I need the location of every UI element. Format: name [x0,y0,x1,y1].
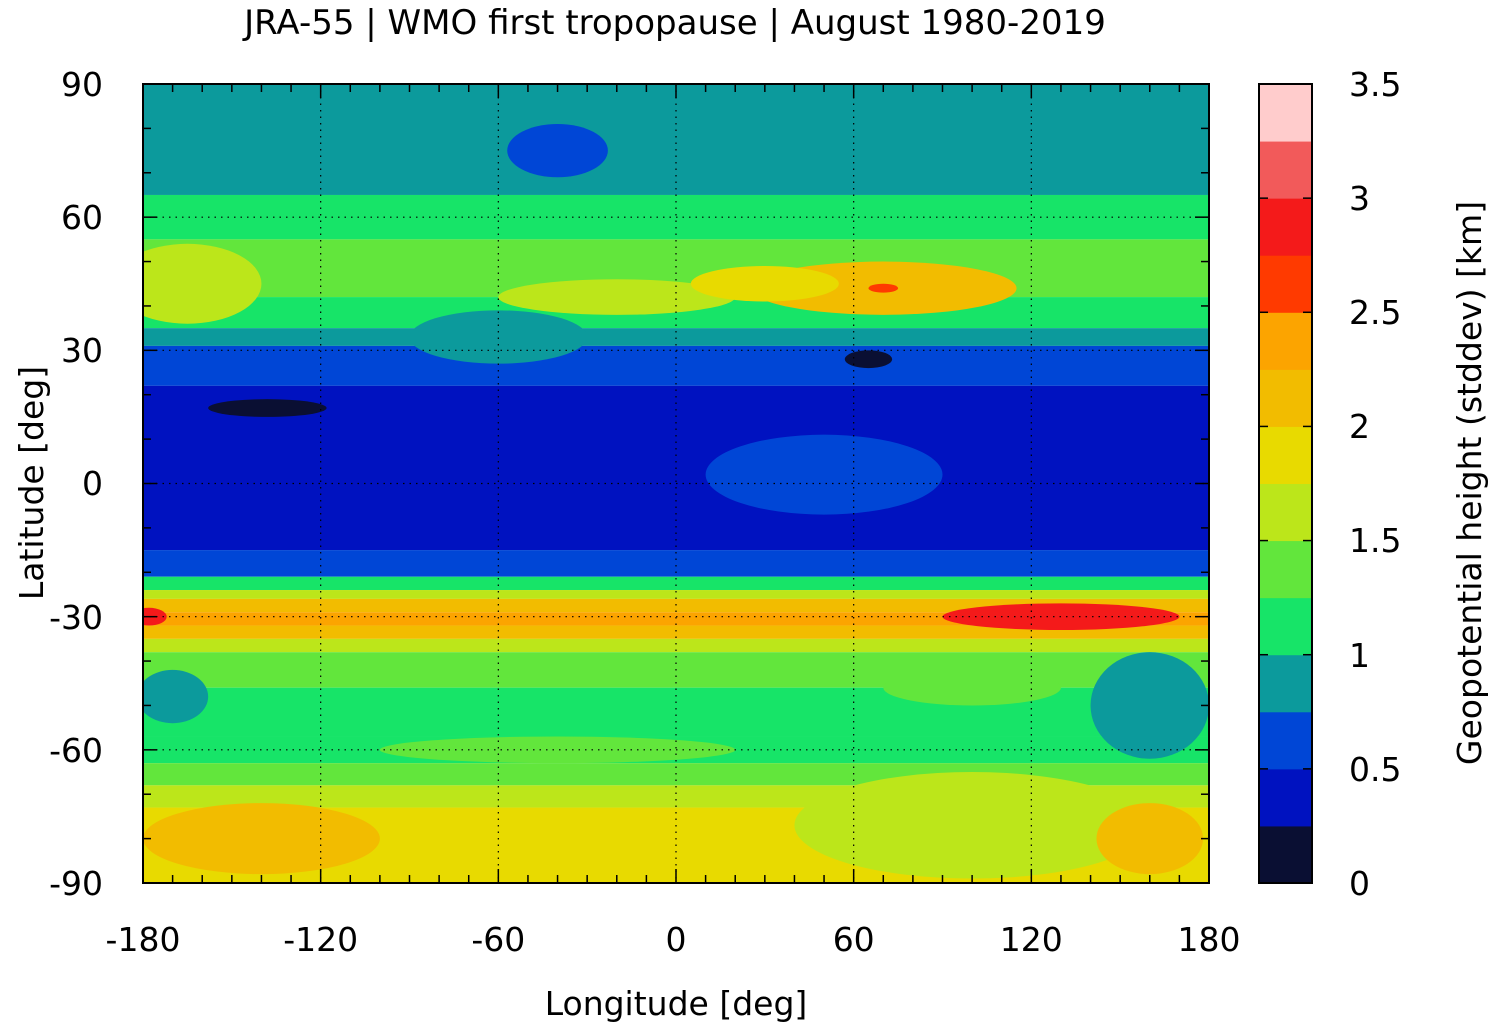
heatmap-feature [507,123,608,178]
heatmap-band [143,576,1209,591]
heatmap-feature [1096,803,1204,875]
heatmap-feature [409,310,588,364]
x-tick-label: -120 [283,920,358,959]
heatmap-feature [883,669,1061,706]
colorbar-tick-labels: 3.5 3 2.5 2 1.5 1 0.5 0 [1349,65,1401,903]
x-tick-label: 0 [666,920,687,959]
heatmap-field [143,84,1209,883]
y-tick-label: -30 [49,598,103,637]
x-tick-label: 120 [1000,920,1063,959]
colorbar-frame [1258,83,1313,884]
colorbar [1259,84,1312,884]
colorbar-segment [1259,84,1312,142]
y-tick-label: 90 [61,65,103,104]
x-axis-label: Longitude [deg] [545,984,808,1023]
heatmap-feature [143,803,380,875]
colorbar-segment [1259,198,1312,256]
axis-ticks [142,83,1210,884]
colorbar-tick-label: 1 [1349,636,1370,675]
colorbar-tick-label: 2.5 [1349,293,1401,332]
y-axis-label: Latitude [deg] [12,366,51,600]
y-tick-label: 60 [61,198,103,237]
colorbar-segment [1259,426,1312,484]
colorbar-tick-label: 3.5 [1349,65,1401,104]
heatmap-feature [705,434,943,515]
y-tick-label: 0 [82,464,103,503]
heatmap-band [143,612,1209,626]
heatmap-band [143,638,1209,653]
colorbar-tick-label: 0.5 [1349,750,1401,789]
x-tick-labels: -180 -120 -60 0 60 120 180 [106,920,1241,959]
x-tick-label: 60 [833,920,875,959]
heatmap-feature [794,772,1150,879]
heatmap-band [143,345,1209,386]
heatmap-feature [208,399,327,417]
heatmap-band [143,598,1209,613]
colorbar-segment [1259,654,1312,713]
heatmap-feature [1090,652,1209,759]
y-tick-label: -60 [49,731,103,770]
colorbar-segment [1259,540,1312,599]
y-tick-labels: 90 60 30 0 -30 -60 -90 [49,65,103,903]
chart-title: JRA-55 | WMO first tropopause | August 1… [242,3,1106,43]
x-tick-label: 180 [1178,920,1241,959]
colorbar-segment [1259,255,1312,313]
colorbar-segment [1259,312,1312,370]
colorbar-segment [1259,483,1312,542]
heatmap-band [143,328,1209,346]
colorbar-segment [1259,768,1312,827]
colorbar-segment [1259,597,1312,656]
colorbar-segment [1259,369,1312,427]
colorbar-ticks [1259,83,1312,884]
colorbar-tick-label: 3 [1349,179,1370,218]
colorbar-tick-label: 2 [1349,407,1370,446]
heatmap-feature [143,243,262,324]
y-tick-label: 30 [61,331,103,370]
colorbar-tick-label: 0 [1349,864,1370,903]
x-tick-label: -180 [106,920,181,959]
heatmap-band [143,590,1209,599]
colorbar-segment [1259,825,1312,884]
heatmap-feature [868,283,899,293]
colorbar-tick-label: 1.5 [1349,521,1401,560]
y-tick-label: -90 [49,864,103,903]
heatmap-band [143,84,1209,195]
heatmap-feature [143,669,209,724]
x-tick-label: -60 [471,920,525,959]
heatmap-feature [379,736,736,764]
heatmap-band [143,625,1209,639]
colorbar-label: Geopotential height (stddev) [km] [1450,201,1489,765]
heatmap-feature [690,265,839,302]
heatmap-feature [844,350,893,369]
grid-lines [143,84,1209,883]
colorbar-segment [1259,141,1312,199]
colorbar-segment [1259,711,1312,770]
